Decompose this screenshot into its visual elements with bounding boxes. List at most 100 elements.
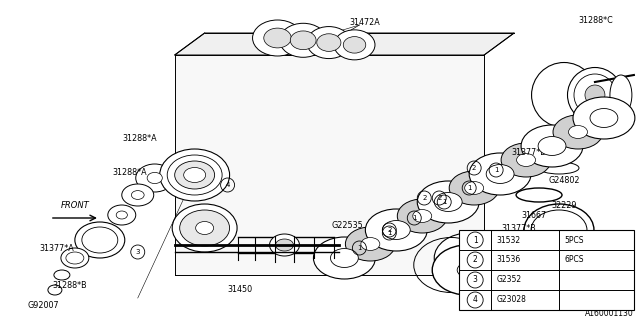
Text: 31377*B: 31377*B xyxy=(512,148,547,156)
Text: 1: 1 xyxy=(412,215,417,221)
Ellipse shape xyxy=(269,234,300,256)
Text: 31450: 31450 xyxy=(227,285,252,294)
Text: G22535: G22535 xyxy=(332,220,364,229)
Ellipse shape xyxy=(432,245,502,295)
Text: 31288*A: 31288*A xyxy=(122,133,157,142)
Ellipse shape xyxy=(361,237,380,251)
Text: 2: 2 xyxy=(422,195,426,201)
Text: 2: 2 xyxy=(437,195,442,201)
Text: 1: 1 xyxy=(494,167,499,173)
Text: FRONT: FRONT xyxy=(61,201,89,210)
Ellipse shape xyxy=(365,209,428,251)
Text: 5PCS: 5PCS xyxy=(564,236,584,244)
Ellipse shape xyxy=(568,68,623,123)
Ellipse shape xyxy=(108,205,136,225)
Text: 1: 1 xyxy=(357,245,362,251)
Ellipse shape xyxy=(343,36,366,53)
Ellipse shape xyxy=(524,204,594,256)
Ellipse shape xyxy=(175,161,214,189)
Ellipse shape xyxy=(585,85,605,105)
Polygon shape xyxy=(175,55,484,275)
Polygon shape xyxy=(175,33,514,55)
Ellipse shape xyxy=(573,97,635,139)
Ellipse shape xyxy=(434,233,504,283)
Ellipse shape xyxy=(516,154,536,166)
Ellipse shape xyxy=(66,252,84,264)
Text: 2: 2 xyxy=(387,227,392,233)
Text: 1: 1 xyxy=(442,199,447,205)
Text: 4: 4 xyxy=(473,295,477,305)
Ellipse shape xyxy=(314,237,375,279)
Text: 1: 1 xyxy=(467,185,472,191)
Ellipse shape xyxy=(501,143,551,177)
Text: 6PCS: 6PCS xyxy=(564,255,584,265)
Text: 2: 2 xyxy=(473,255,477,265)
Ellipse shape xyxy=(486,164,514,183)
Text: F10041: F10041 xyxy=(474,289,504,298)
Ellipse shape xyxy=(469,153,531,195)
Ellipse shape xyxy=(574,74,616,116)
Ellipse shape xyxy=(196,221,214,235)
Ellipse shape xyxy=(291,31,316,50)
Text: 31668: 31668 xyxy=(477,295,502,305)
Text: 31536: 31536 xyxy=(496,255,520,265)
Text: 31532: 31532 xyxy=(496,236,520,244)
Ellipse shape xyxy=(465,181,484,195)
Ellipse shape xyxy=(568,125,588,139)
Ellipse shape xyxy=(553,115,603,149)
Ellipse shape xyxy=(435,193,462,212)
Ellipse shape xyxy=(457,263,477,277)
Ellipse shape xyxy=(413,210,432,222)
Ellipse shape xyxy=(167,155,222,195)
Text: 31377*A: 31377*A xyxy=(40,244,74,252)
Ellipse shape xyxy=(61,248,89,268)
Ellipse shape xyxy=(317,34,341,52)
Text: 1: 1 xyxy=(473,236,477,244)
Ellipse shape xyxy=(75,222,125,258)
Ellipse shape xyxy=(160,149,230,201)
Ellipse shape xyxy=(180,210,230,246)
Text: 31377*B: 31377*B xyxy=(502,223,536,233)
Ellipse shape xyxy=(131,191,144,199)
Text: G92007: G92007 xyxy=(27,300,59,309)
Text: 31288*C: 31288*C xyxy=(579,15,613,25)
Ellipse shape xyxy=(539,162,579,174)
Ellipse shape xyxy=(590,108,618,127)
Ellipse shape xyxy=(147,172,163,184)
Ellipse shape xyxy=(346,227,396,261)
Ellipse shape xyxy=(334,30,375,60)
Text: 3: 3 xyxy=(473,276,477,284)
Text: 31472A: 31472A xyxy=(349,18,380,27)
Ellipse shape xyxy=(521,125,583,167)
Ellipse shape xyxy=(264,28,291,48)
Ellipse shape xyxy=(82,227,118,253)
Ellipse shape xyxy=(253,20,303,56)
Ellipse shape xyxy=(275,239,294,251)
Ellipse shape xyxy=(449,171,499,205)
Bar xyxy=(459,230,634,310)
Ellipse shape xyxy=(382,220,410,239)
Ellipse shape xyxy=(538,137,566,156)
Ellipse shape xyxy=(184,167,205,182)
Text: 31288*B: 31288*B xyxy=(52,281,87,290)
Ellipse shape xyxy=(136,164,173,192)
Text: 4: 4 xyxy=(225,182,230,188)
Text: A160001130: A160001130 xyxy=(584,308,634,317)
Text: 3: 3 xyxy=(136,249,140,255)
Ellipse shape xyxy=(122,184,154,206)
Text: G2352: G2352 xyxy=(496,276,521,284)
Ellipse shape xyxy=(172,204,237,252)
Ellipse shape xyxy=(307,27,351,59)
Ellipse shape xyxy=(397,199,447,233)
Text: 32229: 32229 xyxy=(551,201,577,210)
Text: 1: 1 xyxy=(387,230,392,236)
Text: G23028: G23028 xyxy=(496,295,526,305)
Text: 31667: 31667 xyxy=(522,211,547,220)
Ellipse shape xyxy=(116,211,127,219)
Text: G24802: G24802 xyxy=(548,175,580,185)
Text: 31288*A: 31288*A xyxy=(113,167,147,177)
Ellipse shape xyxy=(280,23,326,57)
Ellipse shape xyxy=(459,251,479,265)
Ellipse shape xyxy=(417,181,479,223)
Text: 2: 2 xyxy=(472,165,476,171)
